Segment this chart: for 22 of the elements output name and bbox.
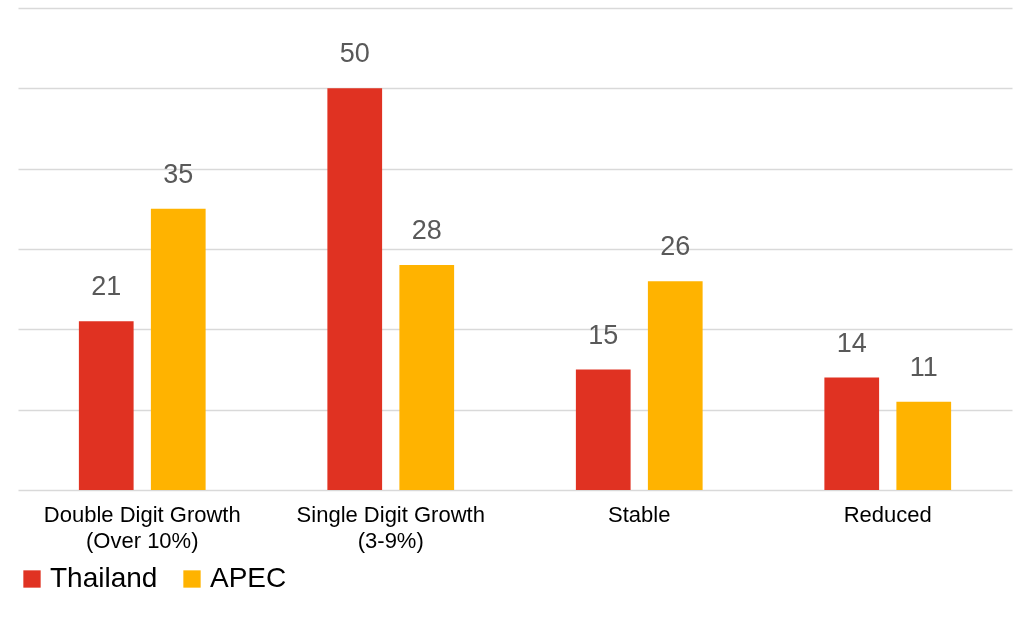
data-label: 35: [163, 158, 194, 189]
bar: [78, 321, 134, 490]
bar: [824, 377, 880, 490]
data-label: 28: [411, 215, 442, 246]
bar: [327, 88, 383, 490]
bar: [399, 265, 455, 490]
data-label: 26: [660, 231, 691, 262]
data-label: 14: [836, 327, 867, 358]
bar: [575, 369, 631, 490]
bar: [150, 208, 206, 490]
bar: [896, 401, 952, 490]
bar: [647, 281, 703, 490]
data-label: 21: [91, 271, 122, 302]
data-label: 50: [339, 38, 370, 69]
x-tick-label: Reduced: [843, 501, 932, 527]
x-tick-label: Stable: [608, 501, 671, 527]
legend-label: Thailand: [50, 562, 158, 593]
data-label: 11: [909, 351, 938, 382]
x-tick-label: Single Digit Growth (3-9%): [296, 501, 485, 553]
x-tick-label: Double Digit Growth (Over 10%): [43, 501, 241, 553]
data-label: 15: [588, 319, 619, 350]
legend-label: APEC: [210, 562, 287, 593]
